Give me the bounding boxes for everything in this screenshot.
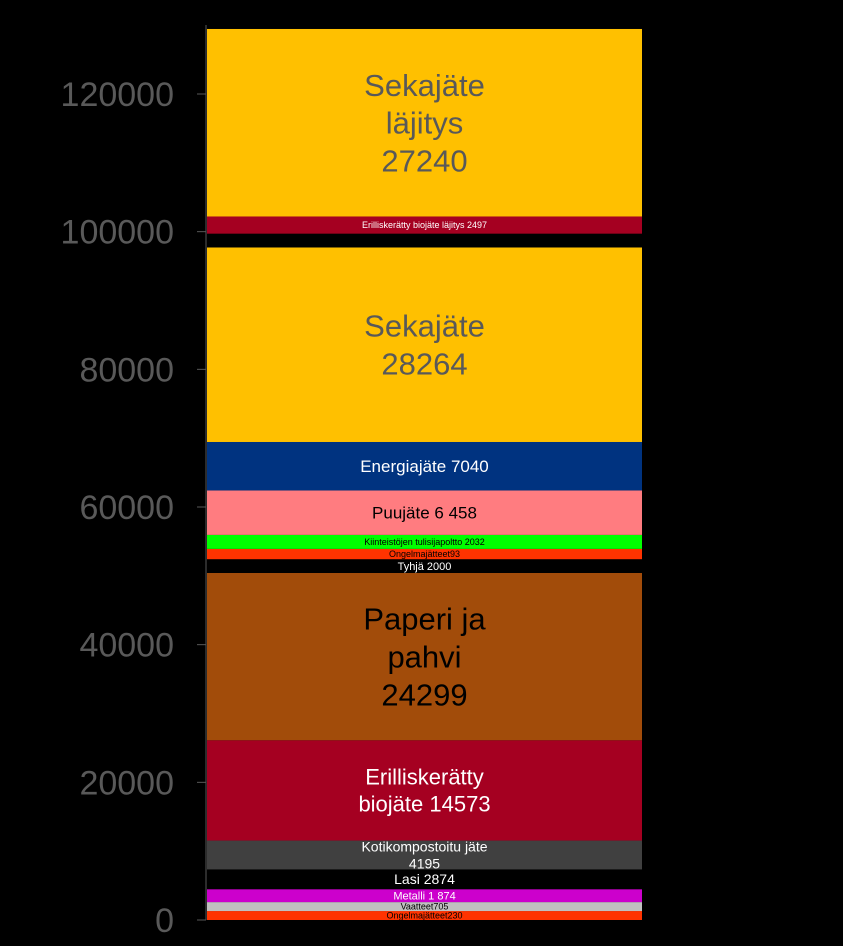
segment-label: Energiajäte 7040 <box>360 457 489 476</box>
bar-segment <box>207 840 642 870</box>
bar-segment <box>207 548 642 560</box>
y-tick-label: 80000 <box>79 351 174 389</box>
bar-segment <box>207 233 642 248</box>
bar-segment <box>207 902 642 912</box>
segment-label: Tyhjä 2000 <box>398 561 452 573</box>
bar-segment <box>207 740 642 841</box>
segment-label: Erilliskerätty biojäte läjitys 2497 <box>362 220 487 230</box>
segment-label: Lasi 2874 <box>394 871 455 887</box>
y-tick-label: 0 <box>155 902 174 940</box>
bar-segment <box>207 889 642 903</box>
bar-segment <box>207 534 642 549</box>
segment-label: Metalli 1 874 <box>393 891 455 903</box>
bar-segment <box>207 490 642 535</box>
bar-segment <box>207 441 642 491</box>
bar-segment <box>207 869 642 890</box>
y-tick-label: 100000 <box>61 214 174 252</box>
segment-label: Sekajäte 28264 <box>364 309 485 382</box>
bar-segment <box>207 216 642 234</box>
bar-segments <box>207 28 642 920</box>
segment-label: Sekajäte läjitys 27240 <box>364 68 485 179</box>
y-tick-label: 40000 <box>79 627 174 665</box>
segment-label: Erilliskerätty biojäte 14573 <box>358 765 490 817</box>
bar-segment <box>207 28 642 217</box>
bar-segment <box>207 911 642 920</box>
y-tick-label: 20000 <box>79 764 174 802</box>
segment-label: Ongelmajätteet230 <box>386 911 462 921</box>
segment-label: Paperi ja pahvi 24299 <box>363 602 486 713</box>
bar-segment <box>207 247 642 442</box>
segment-label: Kiinteistöjen tulisijapoltto 2032 <box>364 537 485 547</box>
bar-segment <box>207 572 642 741</box>
bar-segment <box>207 559 642 573</box>
segment-label: Vaatteet705 <box>401 902 449 912</box>
segment-label: Ongelmajätteet93 <box>389 549 460 559</box>
segment-label: Kotikompostoitu jäte 4195 <box>361 838 487 871</box>
y-axis-ticks: 0 20000 40000 60000 80000 100000 120000 <box>61 76 206 940</box>
y-tick-label: 120000 <box>61 76 174 114</box>
segment-label: Puujäte 6 458 <box>372 504 477 523</box>
y-tick-label: 60000 <box>79 489 174 527</box>
